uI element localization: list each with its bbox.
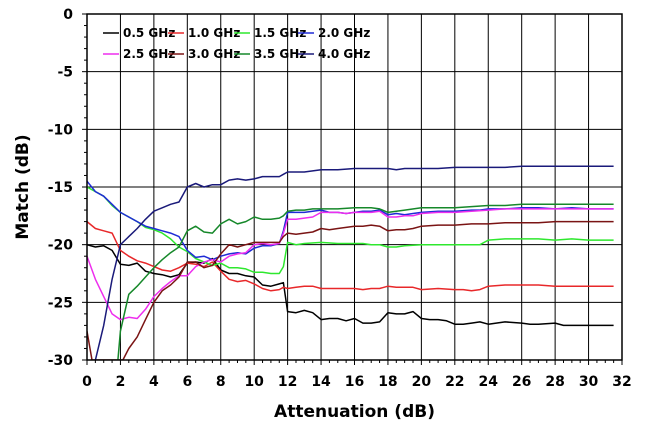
legend-item: 1.5 GHz: [234, 26, 306, 40]
legend-item: 0.5 GHz: [103, 26, 175, 40]
legend-item: 1.0 GHz: [168, 26, 240, 40]
legend-label: 1.0 GHz: [188, 26, 240, 40]
series-line-2-5-ghz: [87, 208, 614, 321]
y-tick-label: -30: [48, 353, 74, 369]
y-tick-label: -10: [48, 122, 74, 138]
series-line-4-0-ghz: [94, 165, 614, 360]
y-tick-label: -5: [57, 65, 73, 81]
x-tick-label: 24: [479, 374, 499, 390]
x-tick-label: 26: [512, 374, 531, 390]
y-tick-label: -15: [48, 180, 73, 196]
grid-lines: [86, 13, 623, 361]
series-line-1-0-ghz: [87, 221, 614, 292]
legend-item: 2.5 GHz: [103, 47, 175, 61]
legend-item: 2.0 GHz: [298, 26, 370, 40]
series-lines: [87, 165, 614, 360]
series-line-1-5-ghz: [87, 186, 614, 275]
y-tick-label: 0: [63, 7, 73, 23]
legend-label: 1.5 GHz: [254, 26, 306, 40]
legend-label: 3.5 GHz: [254, 47, 306, 61]
x-tick-label: 28: [545, 374, 564, 390]
axis-ticks: 0 2 4 6 8 10 12 14 16 18 20 22 24 26 28 30 320-5-10-15-2…: [48, 7, 632, 390]
legend-item: 3.0 GHz: [168, 47, 240, 61]
y-tick-label: -20: [48, 238, 74, 254]
legend-label: 2.0 GHz: [318, 26, 370, 40]
series-line-3-5-ghz: [117, 203, 614, 360]
x-tick-label: 0: [82, 374, 92, 390]
x-tick-label: 8: [216, 374, 226, 390]
x-tick-label: 32: [612, 374, 631, 390]
x-tick-label: 6: [182, 374, 192, 390]
series-line-0-5-ghz: [87, 243, 614, 327]
series-line-3-0-ghz: [87, 220, 614, 360]
x-tick-label: 16: [345, 374, 364, 390]
y-tick-label: -25: [48, 295, 73, 311]
legend-label: 2.5 GHz: [123, 47, 175, 61]
legend-label: 4.0 GHz: [318, 47, 370, 61]
x-tick-label: 18: [378, 374, 397, 390]
x-tick-label: 14: [311, 374, 331, 390]
x-tick-label: 22: [445, 374, 464, 390]
y-axis-title: Match (dB): [13, 134, 33, 239]
x-tick-label: 30: [579, 374, 599, 390]
x-axis-title: Attenuation (dB): [274, 402, 435, 422]
legend-label: 3.0 GHz: [188, 47, 240, 61]
legend-item: 4.0 GHz: [298, 47, 370, 61]
x-tick-label: 2: [116, 374, 126, 390]
x-tick-label: 4: [149, 374, 159, 390]
x-tick-label: 12: [278, 374, 297, 390]
legend-item: 3.5 GHz: [234, 47, 306, 61]
x-tick-label: 20: [412, 374, 432, 390]
series-line-2-0-ghz: [87, 180, 614, 261]
legend-label: 0.5 GHz: [123, 26, 175, 40]
legend: 0.5 GHz 1.0 GHz 1.5 GHz 2.0 GHz 2.5 GHz 3.0 G…: [103, 26, 370, 61]
x-tick-label: 10: [244, 374, 264, 390]
